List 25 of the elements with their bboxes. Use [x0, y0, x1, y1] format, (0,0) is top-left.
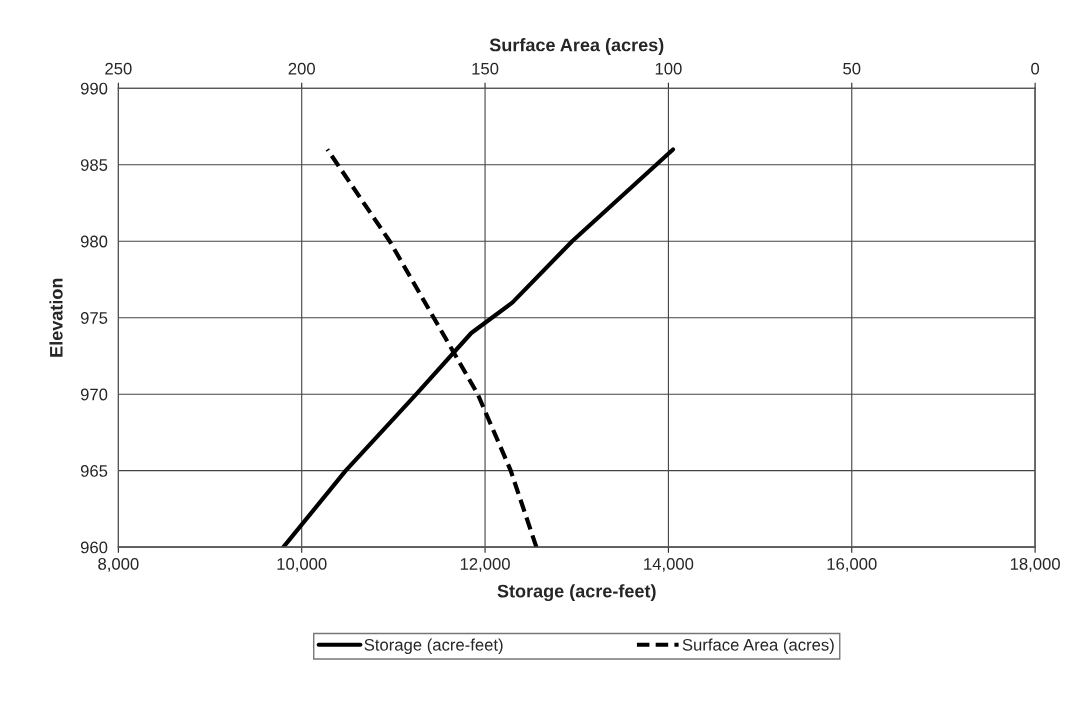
x2-axis-title: Surface Area (acres): [489, 38, 664, 55]
legend-label: Surface Area (acres): [682, 638, 834, 655]
y-tick-label: 960: [80, 541, 108, 554]
x2-tick-label: 200: [288, 62, 315, 75]
x-tick-label: 12,000: [460, 558, 510, 572]
y-tick-label: 970: [80, 388, 108, 401]
x2-tick-label: 100: [655, 62, 682, 75]
x-tick-label: 10,000: [277, 558, 327, 572]
y-axis-title: Elevation: [49, 278, 63, 357]
x-tick-label: 16,000: [827, 558, 877, 572]
x-axis-title: Storage (acre-feet): [497, 584, 656, 602]
line-series: [281, 147, 676, 548]
y-tick-label: 990: [80, 82, 108, 95]
x2-tick-label: 150: [472, 62, 499, 75]
y-tick-label: 975: [80, 312, 108, 324]
x2-tick-label: 50: [843, 62, 861, 75]
y-tick-label: 980: [80, 235, 108, 248]
x-tick-label: 14,000: [644, 558, 694, 572]
legend-label: Storage (acre-feet): [364, 638, 503, 655]
x2-tick-label: 0: [1031, 62, 1040, 75]
x-tick-label: 8,000: [98, 558, 139, 572]
x2-tick-label: 250: [105, 62, 132, 75]
x-tick-label: 18,000: [1010, 558, 1060, 572]
y-tick-label: 985: [80, 159, 108, 171]
y-tick-label: 965: [80, 465, 108, 477]
